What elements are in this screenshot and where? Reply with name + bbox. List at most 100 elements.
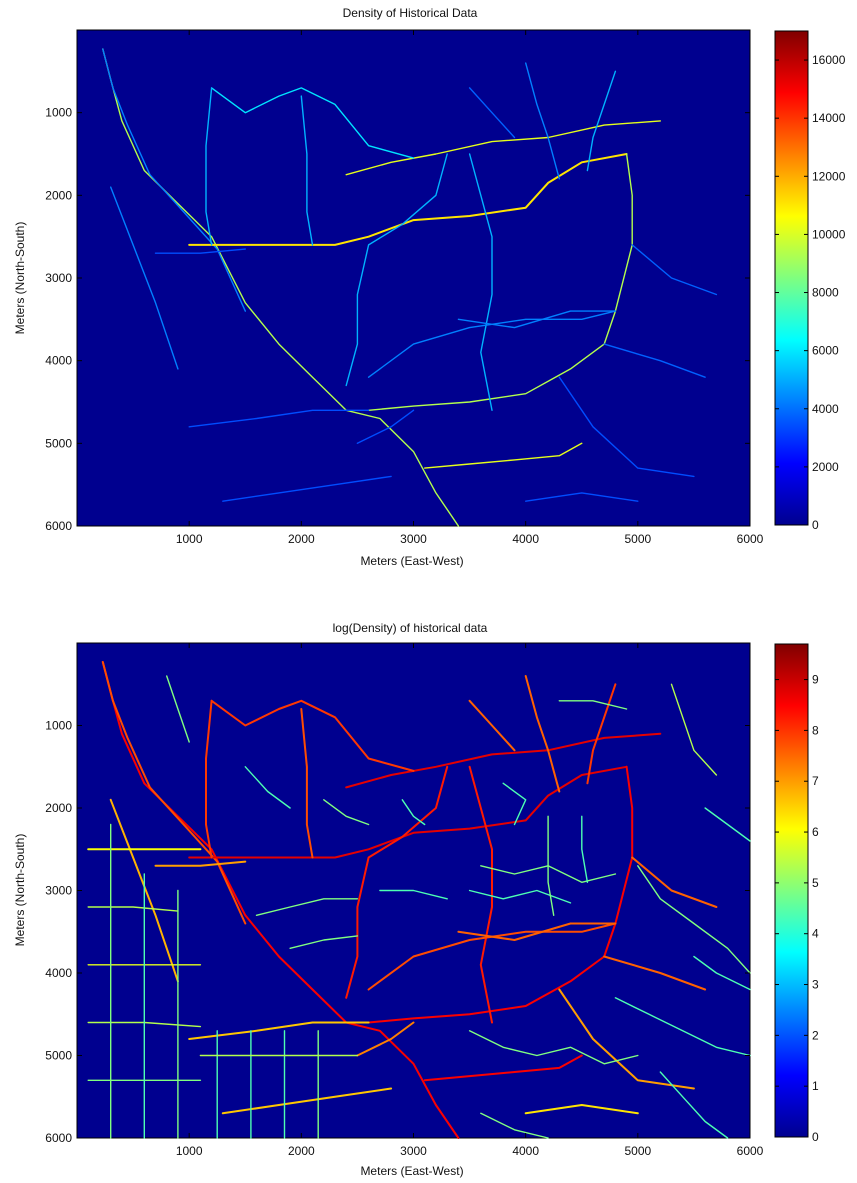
road-segment	[110, 186, 179, 370]
colorbar-ticks-1: 0 2000 4000 6000 8000 10000 12000 14000 16000	[775, 53, 846, 532]
road-segment	[367, 765, 634, 1024]
road-segment	[525, 62, 560, 180]
road-segment	[300, 708, 314, 859]
colorbar-tick-label: 14000	[812, 111, 846, 125]
y-axis-label-2: Meters (North-South)	[13, 834, 27, 947]
road-segment	[524, 675, 561, 793]
road-segment	[637, 865, 751, 974]
colorbar-tick-label: 0	[812, 1130, 819, 1144]
road-network-1	[102, 48, 718, 527]
road-segment	[87, 906, 179, 912]
colorbar-tick-label: 5	[812, 876, 819, 890]
colorbar-tick-label: 6000	[812, 344, 839, 358]
road-segment	[586, 683, 617, 785]
road-segment	[154, 860, 247, 867]
road-segment	[345, 732, 662, 789]
y-axis-label-1: Meters (North-South)	[13, 222, 27, 335]
x-axis-label-1: Meters (East-West)	[360, 554, 463, 568]
road-segment	[367, 153, 633, 411]
colorbar-tick-label: 4	[812, 927, 819, 941]
x-tick-label: 2000	[288, 1144, 315, 1158]
x-tick-label: 5000	[624, 1144, 651, 1158]
chart-title-2: log(Density) of historical data	[333, 621, 488, 635]
road-segment	[468, 153, 493, 411]
road-segment	[480, 1112, 549, 1139]
road-segment	[323, 799, 370, 826]
road-segment	[367, 310, 617, 378]
road-segment	[101, 661, 247, 925]
road-segment	[345, 765, 449, 999]
road-segment	[631, 856, 718, 908]
y-tick-label: 2000	[45, 801, 72, 815]
y-axis-ticks-1: 1000 2000 3000 4000 5000 6000	[45, 106, 750, 533]
colorbar-tick-label: 2	[812, 1028, 819, 1042]
road-segment	[558, 988, 695, 1090]
road-segment	[356, 409, 415, 444]
y-tick-label: 2000	[45, 188, 72, 202]
colorbar-tick-label: 7	[812, 774, 819, 788]
road-segment	[210, 87, 415, 159]
x-tick-label: 2000	[288, 532, 315, 546]
road-segment	[603, 343, 706, 378]
chart-panel-1: Density of Historical Data 1000 2000 3000 4…	[13, 6, 846, 568]
road-segment	[631, 244, 718, 296]
road-segment	[558, 376, 695, 478]
road-segment	[468, 765, 493, 1024]
x-tick-label: 3000	[400, 1144, 427, 1158]
x-tick-label: 3000	[400, 532, 427, 546]
road-segment	[468, 1030, 639, 1065]
road-segment	[345, 120, 661, 176]
colorbar-tick-label: 3	[812, 978, 819, 992]
colorbar-1	[774, 30, 809, 526]
chart-panel-2: log(Density) of historical data 1000 2000…	[13, 621, 819, 1178]
road-segment	[502, 782, 527, 826]
road-segment	[524, 1104, 639, 1115]
road-segment	[102, 48, 460, 527]
colorbar-2	[774, 643, 809, 1138]
road-segment	[300, 95, 314, 246]
road-segment	[704, 807, 751, 842]
x-tick-label: 6000	[737, 532, 764, 546]
road-segment	[693, 955, 751, 991]
y-tick-label: 6000	[45, 1131, 72, 1145]
colorbar-tick-label: 2000	[812, 460, 839, 474]
road-segment	[101, 661, 460, 1139]
colorbar-ticks-2: 0 1 2 3 4 5 6 7 8 9	[775, 673, 819, 1144]
road-segment	[525, 492, 639, 502]
road-segment	[356, 1021, 415, 1057]
road-segment	[379, 889, 448, 900]
road-segment	[210, 699, 415, 772]
colorbar-tick-label: 8000	[812, 286, 839, 300]
y-tick-label: 5000	[45, 436, 72, 450]
colorbar-tick-label: 9	[812, 673, 819, 687]
colorbar-tick-label: 4000	[812, 402, 839, 416]
road-segment	[603, 955, 707, 991]
x-tick-label: 5000	[624, 532, 651, 546]
y-tick-label: 3000	[45, 884, 72, 898]
x-tick-label: 1000	[176, 532, 203, 546]
plot-area-1	[76, 29, 751, 527]
road-network-2	[87, 661, 751, 1139]
road-segment	[367, 922, 617, 991]
road-segment	[222, 475, 392, 502]
colorbar-tick-label: 10000	[812, 227, 846, 241]
y-axis-ticks-2: 1000 2000 3000 4000 5000 6000	[45, 719, 750, 1145]
colorbar-tick-label: 0	[812, 518, 819, 532]
y-tick-label: 6000	[45, 519, 72, 533]
colorbar-tick-label: 12000	[812, 169, 846, 183]
x-tick-label: 4000	[512, 1144, 539, 1158]
colorbar-tick-label: 1	[812, 1079, 819, 1093]
y-tick-label: 4000	[45, 354, 72, 368]
colorbar-tick-label: 6	[812, 825, 819, 839]
y-tick-label: 3000	[45, 271, 72, 285]
road-segment	[581, 815, 589, 883]
y-tick-label: 1000	[45, 106, 72, 120]
road-segment	[457, 922, 617, 941]
y-tick-label: 5000	[45, 1049, 72, 1063]
road-segment	[188, 153, 628, 246]
road-segment	[468, 889, 572, 904]
x-tick-label: 4000	[512, 532, 539, 546]
colorbar-tick-label: 8	[812, 723, 819, 737]
road-segment	[547, 815, 555, 916]
